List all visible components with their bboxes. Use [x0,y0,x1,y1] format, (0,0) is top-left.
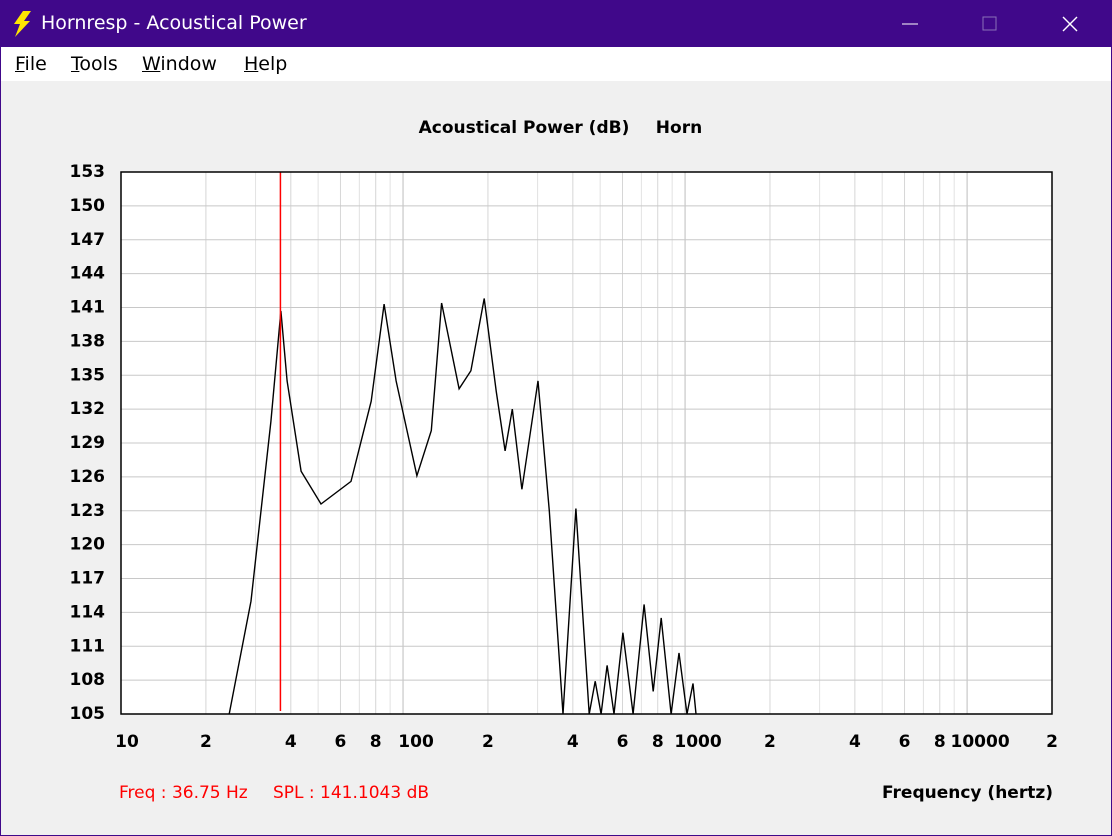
y-tick-label: 150 [70,196,106,216]
cursor-spl: SPL : 141.1043 dB [273,783,429,803]
y-tick-label: 141 [70,298,106,318]
x-tick-label: 2 [200,732,212,752]
x-axis-label: Frequency (hertz) [882,783,1053,803]
menu-bar: File Tools Window Help [1,47,1111,81]
x-tick-label: 8 [652,732,664,752]
title-bar: Hornresp - Acoustical Power [1,1,1111,47]
y-tick-label: 126 [70,467,106,487]
menu-item[interactable]: File [15,53,47,75]
x-tick-label: 2 [482,732,494,752]
x-tick-label: 4 [567,732,579,752]
window-title: Hornresp - Acoustical Power [41,12,307,34]
y-tick-label: 147 [70,230,106,250]
chart-title: Acoustical Power (dB) [419,118,630,138]
y-tick-label: 129 [70,433,106,453]
y-tick-label: 153 [70,162,106,182]
x-tick-label: 8 [934,732,946,752]
y-tick-label: 144 [70,264,106,284]
chart: Acoustical Power (dB) Horn Frequency (he… [70,118,1058,803]
y-tick-label: 117 [70,569,106,589]
y-tick-label: 108 [70,670,106,690]
x-tick-label: 6 [899,732,911,752]
cursor-freq: Freq : 36.75 Hz [119,783,248,803]
menu-item[interactable]: Help [244,53,288,75]
y-tick-label: 123 [70,501,106,521]
x-tick-label: 100 [398,732,434,752]
x-tick-label: 8 [370,732,382,752]
x-tick-label: 6 [617,732,629,752]
y-tick-label: 120 [70,535,106,555]
x-tick-label: 4 [285,732,297,752]
app-icon [14,11,31,37]
x-tick-label: 10000 [951,732,1010,752]
y-tick-label: 111 [70,636,106,656]
y-tick-label: 132 [70,399,106,419]
plot-border [120,171,1053,715]
x-tick-label: 4 [849,732,861,752]
chart-subtitle: Horn [656,118,702,138]
y-tick-label: 138 [70,331,106,351]
x-tick-label: 1000 [674,732,721,752]
y-tick-label: 135 [70,365,106,385]
y-tick-label: 114 [70,602,106,622]
response-line [228,298,697,714]
window-controls[interactable] [881,1,1081,47]
menu-item[interactable]: Tools [71,53,118,75]
y-tick-label: 105 [70,704,106,724]
menu-item[interactable]: Window [142,53,217,75]
x-tick-label: 6 [335,732,347,752]
x-tick-label: 2 [764,732,776,752]
x-tick-label: 2 [1046,732,1058,752]
x-tick-label: 10 [115,732,139,752]
